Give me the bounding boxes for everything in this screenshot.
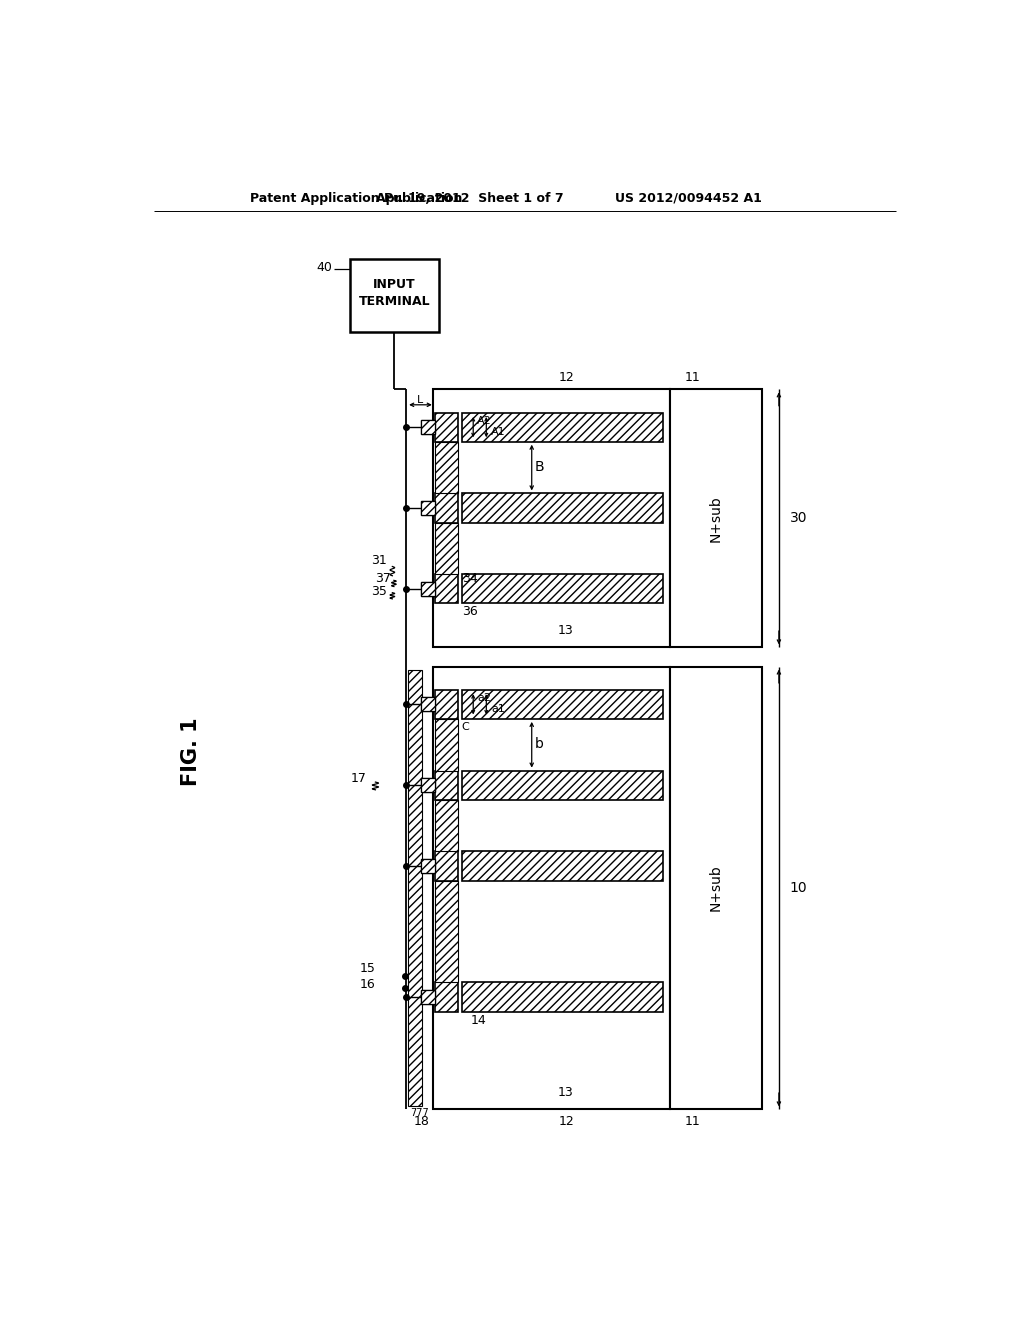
Text: C: C — [462, 722, 469, 731]
Bar — [462, 494, 664, 523]
Text: US 2012/0094452 A1: US 2012/0094452 A1 — [615, 191, 762, 205]
Text: 18: 18 — [414, 1115, 429, 1129]
Text: 15: 15 — [359, 962, 376, 975]
Text: FIG. 1: FIG. 1 — [180, 717, 201, 785]
Bar — [435, 442, 458, 494]
Bar — [435, 494, 458, 523]
Bar — [421, 697, 435, 711]
Bar — [421, 779, 435, 792]
Text: TERMINAL: TERMINAL — [358, 294, 430, 308]
Bar — [435, 880, 458, 982]
Text: 37: 37 — [375, 572, 391, 585]
Text: 16: 16 — [359, 978, 376, 991]
Text: N+sub: N+sub — [709, 865, 723, 911]
Text: 36: 36 — [462, 605, 477, 618]
Text: A1: A1 — [490, 426, 506, 437]
Bar — [462, 771, 664, 800]
Text: 12: 12 — [559, 371, 574, 384]
Text: 11: 11 — [685, 371, 700, 384]
Bar — [435, 719, 458, 771]
Bar — [435, 982, 458, 1011]
Bar — [433, 389, 670, 647]
Bar — [421, 420, 435, 434]
Text: 14: 14 — [471, 1014, 486, 1027]
Text: 13: 13 — [558, 624, 573, 638]
Bar — [421, 779, 435, 792]
Bar — [462, 982, 664, 1011]
Bar — [421, 502, 435, 515]
Bar — [421, 990, 435, 1003]
Bar — [421, 697, 435, 711]
Text: a1: a1 — [490, 704, 505, 714]
Text: a2: a2 — [477, 693, 492, 704]
Bar — [670, 389, 762, 647]
Bar — [421, 420, 435, 434]
Bar — [421, 582, 435, 595]
Text: 34: 34 — [462, 572, 477, 585]
Text: 30: 30 — [790, 511, 807, 525]
Text: Patent Application Publication: Patent Application Publication — [250, 191, 462, 205]
Text: INPUT: INPUT — [373, 277, 416, 290]
Text: 777: 777 — [410, 1109, 429, 1118]
Text: 12: 12 — [559, 1115, 574, 1129]
Bar — [435, 412, 458, 442]
Bar — [462, 851, 664, 880]
Bar — [350, 259, 438, 331]
Bar — [462, 574, 664, 603]
Bar — [435, 851, 458, 880]
Bar — [435, 523, 458, 574]
Text: b: b — [535, 738, 544, 751]
Text: 31: 31 — [372, 554, 387, 566]
Bar — [435, 771, 458, 800]
Text: 17: 17 — [350, 772, 367, 785]
Bar — [435, 574, 458, 603]
Text: 13: 13 — [558, 1086, 573, 1100]
Text: B: B — [535, 461, 544, 474]
Bar — [421, 582, 435, 595]
Bar — [421, 859, 435, 873]
Bar — [435, 800, 458, 851]
Bar — [421, 859, 435, 873]
Bar — [435, 689, 458, 719]
Text: N+sub: N+sub — [709, 495, 723, 541]
Bar — [462, 689, 664, 719]
Text: 10: 10 — [790, 880, 807, 895]
Text: 40: 40 — [316, 261, 333, 275]
Bar — [421, 502, 435, 515]
Bar — [670, 667, 762, 1109]
Text: Apr. 19, 2012  Sheet 1 of 7: Apr. 19, 2012 Sheet 1 of 7 — [376, 191, 563, 205]
Text: A2: A2 — [477, 416, 492, 426]
Bar — [462, 412, 664, 442]
Text: L: L — [418, 395, 424, 405]
Text: 11: 11 — [685, 1115, 700, 1129]
Text: 35: 35 — [371, 585, 387, 598]
Bar — [408, 671, 422, 1106]
Bar — [433, 667, 670, 1109]
Bar — [421, 990, 435, 1003]
